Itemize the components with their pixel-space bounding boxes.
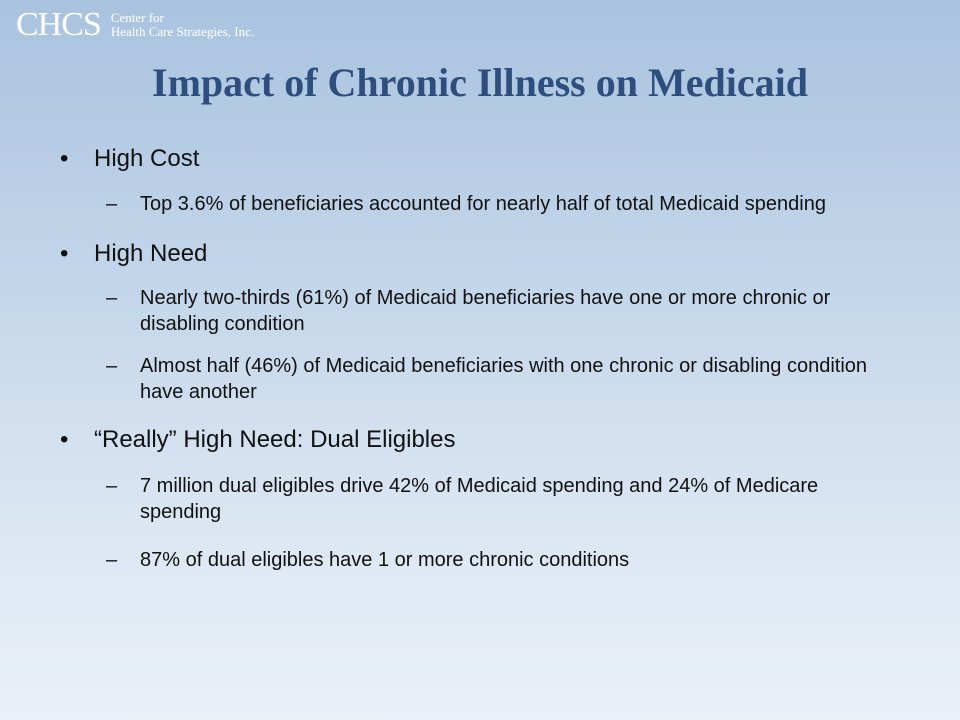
bullet-dot: • (60, 426, 69, 453)
dash-marker: – (106, 287, 118, 309)
logo-text: Center for Health Care Strategies, Inc. (111, 11, 254, 39)
bullet-heading: High Cost (94, 145, 200, 172)
sub-item: – Nearly two-thirds (61%) of Medicaid be… (60, 285, 920, 337)
sub-item-text: 7 million dual eligibles drive 42% of Me… (140, 475, 819, 523)
logo-line-2: Health Care Strategies, Inc. (110, 24, 255, 39)
bullet-high-cost: • High Cost (60, 144, 920, 174)
bullet-dot: • (60, 145, 69, 172)
dash-marker: – (106, 355, 118, 377)
bullet-dual-eligibles: • “Really” High Need: Dual Eligibles (60, 425, 920, 455)
sub-item-text: Almost half (46%) of Medicaid beneficiar… (140, 355, 868, 403)
slide-title: Impact of Chronic Illness on Medicaid (152, 60, 808, 105)
dash-marker: – (106, 193, 118, 215)
bullet-dot: • (60, 240, 69, 267)
slide-content: • High Cost – Top 3.6% of beneficiaries … (60, 144, 920, 573)
bullet-heading: High Need (94, 240, 208, 267)
chcs-logo: CHCS Center for Health Care Strategies, … (16, 8, 254, 42)
bullet-high-need: • High Need (60, 239, 920, 269)
sub-item-text: Top 3.6% of beneficiaries accounted for … (140, 193, 826, 215)
sub-item: – 7 million dual eligibles drive 42% of … (60, 473, 920, 525)
sub-item: – 87% of dual eligibles have 1 or more c… (60, 547, 920, 573)
logo-mark: CHCS (16, 6, 102, 43)
sub-item-text: 87% of dual eligibles have 1 or more chr… (140, 549, 630, 571)
logo-line-1: Center for (110, 10, 164, 25)
dash-marker: – (106, 549, 118, 571)
dash-marker: – (106, 475, 118, 497)
sub-item-text: Nearly two-thirds (61%) of Medicaid bene… (140, 287, 831, 335)
sub-item: – Top 3.6% of beneficiaries accounted fo… (60, 191, 920, 217)
bullet-heading: “Really” High Need: Dual Eligibles (94, 426, 456, 453)
sub-item: – Almost half (46%) of Medicaid benefici… (60, 353, 920, 405)
